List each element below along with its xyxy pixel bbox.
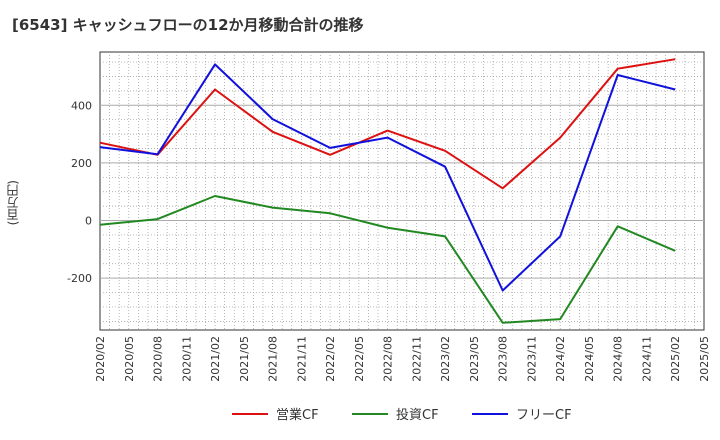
legend-label: 投資CF (396, 407, 439, 423)
x-tick-label: 2020/05 (123, 336, 136, 382)
x-tick-label: 2025/05 (698, 336, 711, 382)
grid-lines (100, 52, 704, 330)
legend-label: 営業CF (276, 407, 319, 423)
x-tick-label: 2022/08 (382, 336, 395, 382)
chart-title: [6543] キャッシュフローの12か月移動合計の推移 (12, 16, 364, 34)
x-tick-label: 2021/02 (209, 336, 222, 382)
legend: 営業CF 投資CF フリーCF (232, 407, 572, 423)
x-tick-labels: 2020/02 2020/05 2020/08 2020/11 2021/02 2021/… (94, 336, 711, 382)
y-tick-label: 400 (71, 99, 92, 112)
series-line-営業CF (99, 58, 676, 190)
x-tick-label: 2021/08 (267, 336, 280, 382)
x-tick-label: 2024/08 (612, 336, 625, 382)
series-line-投資CF (99, 195, 676, 324)
x-tick-label: 2021/05 (238, 336, 251, 382)
x-tick-label: 2020/02 (94, 336, 107, 382)
x-tick-label: 2024/02 (554, 336, 567, 382)
x-tick-label: 2021/11 (295, 336, 308, 382)
x-tick-label: 2022/05 (353, 336, 366, 382)
x-tick-label: 2020/08 (152, 336, 165, 382)
x-tick-label: 2023/11 (525, 336, 538, 382)
y-tick-label: 200 (71, 157, 92, 170)
x-tick-label: 2023/05 (468, 336, 481, 382)
x-tick-label: 2024/05 (583, 336, 596, 382)
y-tick-labels: -200 0 200 400 (67, 99, 92, 285)
x-tick-label: 2024/11 (640, 336, 653, 382)
x-tick-label: 2022/02 (324, 336, 337, 382)
series-line-フリーCF (99, 63, 676, 292)
x-tick-label: 2023/02 (439, 336, 452, 382)
legend-label: フリーCF (516, 408, 572, 423)
x-tick-label: 2023/08 (497, 336, 510, 382)
plot-area (99, 51, 705, 331)
y-tick-label: 0 (85, 215, 92, 228)
y-tick-label: -200 (67, 272, 92, 285)
series-lines (99, 58, 676, 324)
x-tick-label: 2020/11 (180, 336, 193, 382)
x-tick-label: 2025/02 (669, 336, 682, 382)
x-tick-label: 2022/11 (410, 336, 423, 382)
